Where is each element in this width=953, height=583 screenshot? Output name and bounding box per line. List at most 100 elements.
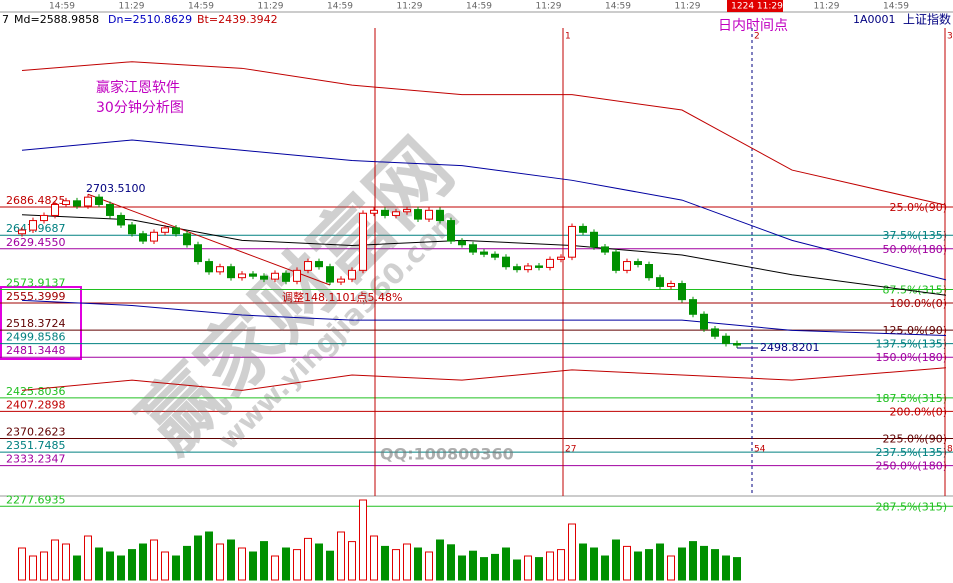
volume-bar: [84, 535, 92, 581]
candle-body: [359, 212, 367, 271]
candle-body: [304, 261, 312, 271]
candle-body: [436, 209, 444, 222]
annotation: 调整148.1101点5.48%: [282, 290, 402, 304]
time-highlight: [727, 0, 783, 12]
volume-bar: [678, 547, 686, 581]
candle-body: [557, 256, 565, 260]
volume-bar: [139, 543, 147, 581]
volume-bar: [700, 545, 708, 581]
volume-bar: [392, 549, 400, 581]
level-ratio: 237.5%(135): [875, 446, 947, 459]
volume-bar: [667, 555, 675, 581]
volume-bar: [645, 549, 653, 581]
volume-bar: [95, 547, 103, 581]
time-label: 14:59: [605, 2, 631, 12]
candle-body: [326, 266, 334, 283]
ma-line: [21, 61, 947, 206]
trend-line: [87, 193, 331, 286]
volume-bar: [326, 550, 334, 581]
level-label: 2629.4550: [6, 236, 66, 249]
volume-bar: [722, 555, 730, 581]
volume-bar: [216, 543, 224, 581]
level-ratio: 50.0%(180): [882, 243, 947, 256]
time-label: 14:59: [327, 2, 353, 12]
candle-body: [579, 225, 587, 233]
candle-body: [623, 261, 631, 271]
candle-body: [535, 265, 543, 268]
level-ratio: 25.0%(90): [889, 201, 947, 214]
ma-line: [21, 299, 947, 337]
level-ratio: 250.0%(180): [875, 460, 947, 473]
level-ratio: 37.5%(135): [882, 229, 947, 242]
volume-bar: [733, 557, 741, 581]
candle-body: [722, 335, 730, 345]
volume-bar: [282, 547, 290, 581]
time-label: 14:59: [466, 2, 492, 12]
volume-bar: [447, 544, 455, 581]
level-label: 2370.2623: [6, 426, 66, 439]
volume-bar: [491, 553, 499, 581]
candle-body: [403, 209, 411, 213]
candle-body: [491, 253, 499, 258]
candle-body: [216, 266, 224, 273]
volume-bar: [623, 545, 631, 581]
candle-body: [601, 246, 609, 253]
volume-bar: [194, 535, 202, 581]
candle-body: [315, 261, 323, 268]
time-label: 11:29: [397, 2, 423, 12]
volume-bar: [370, 535, 378, 581]
level-label: 2277.6935: [6, 493, 66, 506]
candle-body: [73, 200, 81, 207]
candle-body: [689, 299, 697, 315]
candle-body: [128, 224, 136, 235]
volume-bar: [238, 547, 246, 581]
candle-body: [568, 225, 576, 258]
candle-body: [425, 209, 433, 220]
candle-body: [612, 251, 620, 271]
volume-bar: [568, 523, 576, 581]
volume-bar: [557, 549, 565, 581]
candle-body: [62, 200, 70, 205]
volume-bar: [513, 559, 521, 581]
bt: Bt=2439.3942: [197, 13, 278, 26]
candle-body: [524, 265, 532, 271]
cycle-bottom: 81: [947, 445, 953, 455]
volume-bar: [469, 550, 477, 581]
cycle-top: 3: [947, 32, 953, 42]
annotation: 30分钟分析图: [96, 99, 184, 116]
volume-bar: [711, 549, 719, 581]
candle-body: [139, 233, 147, 242]
level-label: 2573.9137: [6, 276, 66, 289]
volume-bar: [480, 557, 488, 581]
candle-body: [260, 275, 268, 280]
candle-body: [293, 269, 301, 282]
ma-line: [21, 139, 947, 281]
candle-body: [634, 261, 642, 265]
volume-bar: [590, 547, 598, 581]
candle-body: [645, 263, 653, 279]
candle-body: [469, 244, 477, 253]
candle-body: [590, 231, 598, 248]
annotation: QQ:100800360: [380, 445, 514, 464]
candle-body: [711, 328, 719, 337]
candle-body: [117, 214, 125, 226]
candle-body: [348, 269, 356, 280]
time-label: 11:29: [675, 2, 701, 12]
volume-bar: [18, 547, 26, 581]
candle-body: [282, 272, 290, 282]
volume-bar: [524, 555, 532, 581]
candle-body: [656, 277, 664, 287]
volume-bar: [425, 551, 433, 581]
level-label: 2518.3724: [6, 317, 66, 330]
candle-body: [183, 233, 191, 246]
candle-body: [40, 214, 48, 222]
candle-body: [733, 343, 741, 346]
candle-body: [546, 258, 554, 268]
volume-bar: [227, 539, 235, 581]
time-label: 11:29: [258, 2, 284, 12]
volume-bar: [535, 557, 543, 581]
candle-body: [227, 266, 235, 279]
dn: Dn=2510.8629: [108, 13, 192, 26]
volume-bar: [106, 551, 114, 581]
